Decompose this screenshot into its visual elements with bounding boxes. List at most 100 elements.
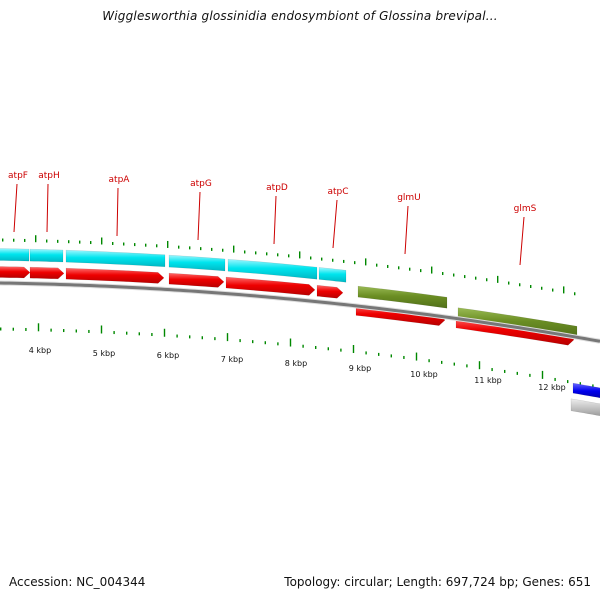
tick-mark <box>79 240 81 244</box>
gene-label-glmU: glmU <box>397 193 421 203</box>
label-leader-line <box>13 183 18 233</box>
tick-mark <box>592 384 594 388</box>
tick-mark <box>420 269 422 273</box>
tick-mark <box>2 238 4 242</box>
gene-feature <box>227 258 318 280</box>
tick-mark <box>176 334 178 338</box>
tick-mark <box>321 257 323 261</box>
tick-mark <box>387 264 389 268</box>
tick-mark <box>431 266 433 274</box>
tick-mark <box>441 360 443 364</box>
tick-mark <box>453 362 455 366</box>
cds-arrow <box>168 272 225 288</box>
cds-arrow <box>0 266 31 279</box>
tick-mark <box>343 259 345 263</box>
gene-label-glmS: glmS <box>514 204 537 214</box>
tick-mark <box>113 331 115 335</box>
tick-mark <box>75 329 77 333</box>
feature-tracks <box>0 248 600 417</box>
tick-mark <box>189 246 191 250</box>
tick-mark <box>464 275 466 279</box>
tick-mark <box>579 382 581 386</box>
gene-feature <box>29 248 64 263</box>
kbp-label: 10 kbp <box>410 370 438 379</box>
tick-mark <box>567 380 569 384</box>
tick-mark <box>530 284 532 288</box>
tick-mark <box>390 354 392 358</box>
gene-feature-green <box>357 285 448 309</box>
tick-mark <box>252 340 254 344</box>
kbp-label: 8 kbp <box>285 359 307 368</box>
cds-arrow <box>316 284 344 299</box>
tick-mark <box>233 245 235 253</box>
gene-labels: atpF atpH atpA atpG atpD atpC glmU glmS <box>8 171 537 266</box>
cds-arrow <box>29 266 65 280</box>
tick-mark <box>68 240 70 244</box>
tick-mark <box>398 266 400 270</box>
tick-mark <box>552 288 554 292</box>
tick-mark <box>519 283 521 287</box>
tick-mark <box>289 338 292 347</box>
tick-mark <box>112 241 114 245</box>
map-title: Wigglesworthia glossinidia endosymbiont … <box>102 9 498 23</box>
kbp-labels: 4 kbp 5 kbp 6 kbp 7 kbp 8 kbp 9 kbp 10 kbp 11 k… <box>29 346 566 392</box>
tick-mark <box>310 256 312 260</box>
tick-mark <box>475 276 477 280</box>
tick-mark <box>239 339 241 343</box>
tick-mark <box>88 329 90 333</box>
tick-mark <box>226 333 229 342</box>
tick-mark <box>378 352 380 356</box>
tick-mark <box>504 369 506 373</box>
tick-mark <box>409 267 411 271</box>
tick-mark <box>35 235 37 243</box>
tick-mark <box>222 248 224 252</box>
tick-mark <box>453 273 455 277</box>
accession-text: Accession: NC_004344 <box>9 575 146 589</box>
tick-mark <box>340 348 342 352</box>
tick-mark <box>266 252 268 256</box>
gene-feature <box>318 267 347 283</box>
tick-mark <box>90 241 92 245</box>
gene-feature <box>65 249 166 268</box>
tick-mark <box>211 247 213 251</box>
tick-mark <box>299 251 301 259</box>
tick-mark <box>167 240 169 248</box>
tick-mark <box>491 368 493 372</box>
tick-mark <box>327 347 329 351</box>
tick-mark <box>442 272 444 276</box>
tick-mark <box>315 345 317 349</box>
tick-mark <box>145 243 147 247</box>
tick-mark <box>46 239 48 243</box>
kbp-label: 7 kbp <box>221 355 243 364</box>
tick-mark <box>25 327 27 331</box>
label-leader-line <box>404 205 409 255</box>
tick-mark <box>277 253 279 257</box>
tick-mark <box>24 238 26 242</box>
gene-label-atpG: atpG <box>190 179 212 189</box>
kbp-label: 5 kbp <box>93 349 115 358</box>
tick-mark <box>574 292 576 296</box>
kbp-label: 9 kbp <box>349 364 371 373</box>
gene-label-atpA: atpA <box>109 175 131 185</box>
backbone <box>0 280 600 344</box>
tick-mark <box>415 352 418 361</box>
tick-mark <box>13 238 15 242</box>
tick-mark <box>529 373 531 377</box>
tick-mark <box>365 258 367 266</box>
tick-mark <box>37 323 40 332</box>
blue-feature <box>572 382 600 399</box>
tick-mark <box>332 258 334 262</box>
kbp-label: 6 kbp <box>157 351 179 360</box>
tick-mark <box>302 344 304 348</box>
outer-tick-marks <box>2 235 576 296</box>
tick-mark <box>352 345 355 354</box>
cds-arrow <box>65 267 165 284</box>
tick-mark <box>541 370 544 379</box>
label-leader-line <box>519 216 525 266</box>
tick-mark <box>428 359 430 363</box>
tick-mark <box>516 371 518 375</box>
tick-mark <box>508 281 510 285</box>
label-leader-line <box>273 195 277 245</box>
tick-mark <box>466 364 468 368</box>
